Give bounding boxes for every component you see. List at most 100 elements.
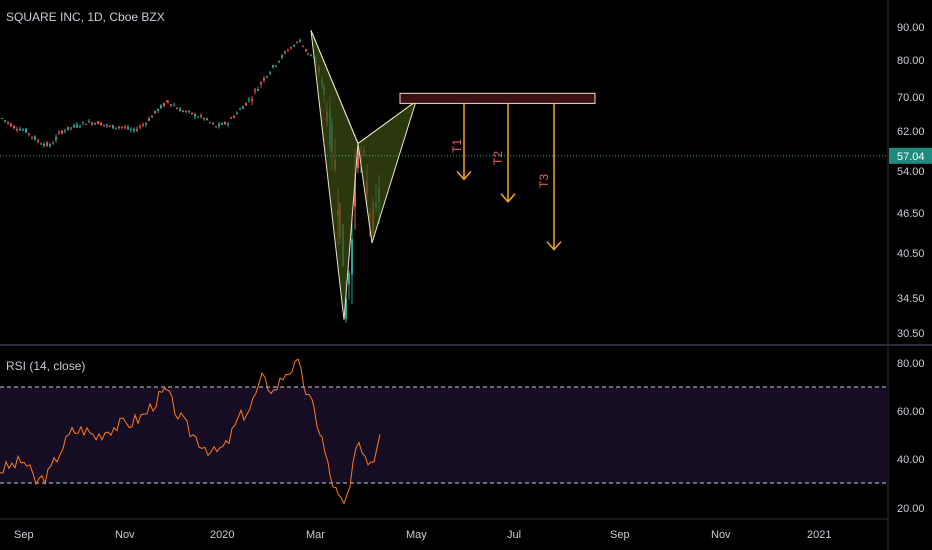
candle xyxy=(49,142,51,148)
candle xyxy=(1,117,3,119)
candle xyxy=(4,120,6,123)
candle xyxy=(106,123,108,129)
candle xyxy=(22,128,24,131)
candle xyxy=(257,86,259,92)
candle xyxy=(310,53,312,57)
rsi-axis[interactable]: 80.00 60.00 40.00 20.00 xyxy=(897,358,925,515)
candle xyxy=(73,123,75,129)
candle xyxy=(254,87,256,95)
candle xyxy=(16,126,18,133)
candle xyxy=(284,50,286,55)
candle xyxy=(43,141,45,148)
candle xyxy=(260,81,262,88)
candle xyxy=(151,115,153,118)
candle xyxy=(19,126,21,131)
time-tick: Nov xyxy=(115,529,135,541)
candle xyxy=(348,270,350,300)
candle xyxy=(46,141,48,148)
candle xyxy=(124,124,126,130)
candle xyxy=(200,113,202,119)
time-axis[interactable]: Sep Nov 2020 Mar May Jul Sep Nov 2021 xyxy=(14,529,831,541)
candle xyxy=(293,44,295,47)
rsi-series xyxy=(0,358,381,505)
price-tick: 62.00 xyxy=(897,126,925,138)
price-tick: 30.50 xyxy=(897,328,925,340)
rsi-indicator-label[interactable]: RSI (14, close) xyxy=(6,359,85,373)
current-price-tag: 57.04 xyxy=(889,147,932,164)
target-label-t3: T3 xyxy=(537,174,551,188)
candle xyxy=(197,115,199,118)
price-tick: 46.50 xyxy=(897,208,925,220)
candle xyxy=(182,109,184,113)
rsi-line xyxy=(0,358,381,505)
candle xyxy=(188,110,190,114)
candle xyxy=(157,108,159,113)
candle xyxy=(130,127,132,133)
target-arrow-t1[interactable] xyxy=(456,103,472,181)
candle xyxy=(230,116,232,119)
candle xyxy=(278,60,280,64)
candle xyxy=(64,128,66,134)
candle xyxy=(34,135,36,141)
candle xyxy=(290,46,292,50)
candle xyxy=(100,122,102,126)
candle xyxy=(305,48,307,53)
time-tick: Nov xyxy=(711,529,731,541)
time-tick: Jul xyxy=(507,529,521,541)
price-tick: 34.50 xyxy=(897,293,925,305)
candle xyxy=(121,126,123,130)
resistance-zone-box[interactable] xyxy=(399,92,596,104)
resistance-zone xyxy=(399,92,596,104)
target-arrow-t2[interactable] xyxy=(500,103,516,203)
price-axis[interactable]: 90.00 80.00 70.00 62.00 54.00 46.50 40.5… xyxy=(897,22,925,340)
candle xyxy=(28,132,30,137)
time-tick: Sep xyxy=(610,529,630,541)
candle xyxy=(103,124,105,127)
candle xyxy=(10,122,12,128)
candle xyxy=(266,75,268,79)
price-tick: 40.50 xyxy=(897,248,925,260)
candle xyxy=(79,124,81,129)
candle xyxy=(154,110,156,114)
rsi-band xyxy=(0,387,888,483)
harmonic-pattern xyxy=(310,30,417,320)
candle xyxy=(357,148,359,174)
candle xyxy=(173,102,175,107)
candle xyxy=(91,121,93,126)
candle xyxy=(67,126,69,131)
candle xyxy=(55,134,57,143)
candle xyxy=(245,102,247,106)
candle xyxy=(37,138,39,144)
price-tick: 80.00 xyxy=(897,55,925,67)
candle xyxy=(275,65,277,67)
candle xyxy=(160,103,162,110)
candle xyxy=(176,107,178,110)
candle xyxy=(203,117,205,122)
target-arrows xyxy=(456,103,562,251)
candle xyxy=(13,124,15,130)
candle xyxy=(215,126,217,128)
candle xyxy=(185,110,187,114)
candle xyxy=(136,126,138,133)
symbol-label[interactable]: SQUARE INC, 1D, Cboe BZX xyxy=(6,10,165,24)
candle xyxy=(227,122,229,128)
rsi-tick: 20.00 xyxy=(897,503,925,515)
candle xyxy=(148,116,150,122)
price-tick: 90.00 xyxy=(897,22,925,34)
candle xyxy=(251,95,253,106)
candle xyxy=(7,121,9,125)
candle xyxy=(94,122,96,126)
candle xyxy=(61,129,63,135)
candle xyxy=(133,127,135,134)
candle xyxy=(25,127,27,134)
candle xyxy=(52,141,54,145)
candle xyxy=(127,124,129,131)
candle xyxy=(76,122,78,128)
candle xyxy=(221,121,223,126)
pattern-bd-line xyxy=(357,100,417,144)
candle xyxy=(170,103,172,108)
target-arrow-t3[interactable] xyxy=(546,103,562,251)
candle xyxy=(233,114,235,119)
candle xyxy=(109,125,111,128)
